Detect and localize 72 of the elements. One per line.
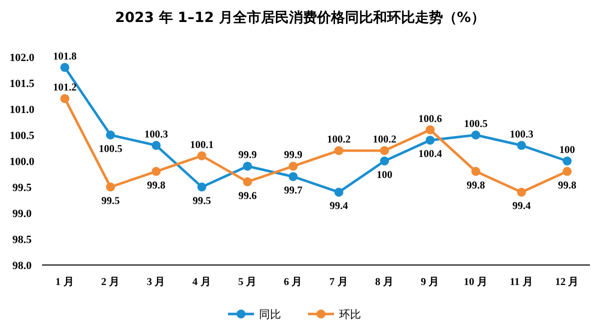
data-label: 99.5 [192, 196, 212, 207]
data-label: 99.9 [284, 150, 302, 162]
data-label: 100.6 [418, 114, 442, 125]
data-label: 100.2 [372, 134, 396, 146]
point [380, 146, 389, 156]
x-tick-label: 6 月 [284, 276, 303, 288]
point [426, 136, 435, 145]
point [60, 62, 70, 72]
legend-label: 环比 [339, 308, 361, 321]
data-label: 99.7 [284, 186, 302, 197]
point [471, 166, 480, 176]
data-label: 99.6 [238, 190, 257, 202]
y-tick-label: 99.0 [12, 208, 32, 220]
point [562, 156, 572, 166]
point [426, 125, 435, 134]
point [380, 156, 389, 166]
x-tick-label: 4 月 [192, 276, 212, 288]
data-label: 99.4 [512, 201, 532, 212]
point [152, 166, 161, 176]
x-tick-label: 5 月 [238, 276, 257, 288]
point [288, 172, 298, 182]
y-tick-label: 100.5 [10, 130, 35, 142]
x-tick-label: 12 月 [555, 276, 580, 288]
data-label: 100.3 [510, 129, 534, 140]
data-label: 101.2 [53, 82, 77, 94]
y-tick-label: 98.5 [12, 234, 32, 246]
point [517, 188, 526, 197]
point [562, 166, 572, 176]
x-tick-label: 8 月 [375, 276, 394, 288]
y-tick-label: 101.5 [10, 78, 35, 90]
data-label: 99.4 [330, 201, 349, 212]
data-label: 101.8 [53, 51, 77, 62]
point [60, 94, 70, 104]
data-label: 100 [376, 170, 392, 181]
data-label: 99.8 [146, 180, 166, 192]
x-tick-label: 1 月 [55, 276, 74, 288]
x-tick-label: 10 月 [464, 276, 488, 288]
x-tick-label: 11 月 [510, 276, 534, 288]
data-label: 100.5 [98, 144, 122, 155]
x-tick-label: 7 月 [329, 276, 348, 288]
point [106, 130, 115, 140]
x-tick-label: 3 月 [146, 276, 166, 288]
point [197, 182, 206, 192]
point [288, 162, 298, 171]
y-tick-label: 101.0 [10, 104, 35, 116]
point [243, 162, 252, 171]
legend-label: 同比 [259, 308, 281, 321]
x-tick-label: 2 月 [101, 276, 120, 288]
point [152, 140, 161, 150]
data-label: 99.8 [466, 180, 486, 192]
point [334, 188, 344, 197]
y-tick-label: 100.0 [10, 156, 35, 168]
data-label: 100.5 [464, 119, 488, 130]
data-label: 99.9 [238, 150, 257, 162]
data-label: 100.3 [144, 129, 168, 140]
data-label: 99.8 [558, 180, 576, 192]
y-tick-label: 99.5 [12, 182, 32, 194]
x-tick-label: 9 月 [420, 276, 440, 288]
point [197, 151, 206, 160]
chart-title: 2023 年 1–12 月全市居民消费价格同比和环比走势（%） [115, 9, 485, 26]
data-label: 100.1 [190, 140, 214, 151]
y-tick-label: 98.0 [12, 260, 32, 272]
data-label: 100.2 [327, 134, 351, 146]
point [517, 140, 526, 150]
data-label: 100.4 [418, 149, 443, 160]
y-tick-label: 102.0 [10, 52, 35, 64]
point [471, 130, 480, 140]
point [106, 182, 115, 192]
point [334, 146, 344, 156]
point [243, 177, 252, 186]
data-label: 100 [559, 145, 576, 156]
data-label: 99.5 [101, 196, 120, 207]
